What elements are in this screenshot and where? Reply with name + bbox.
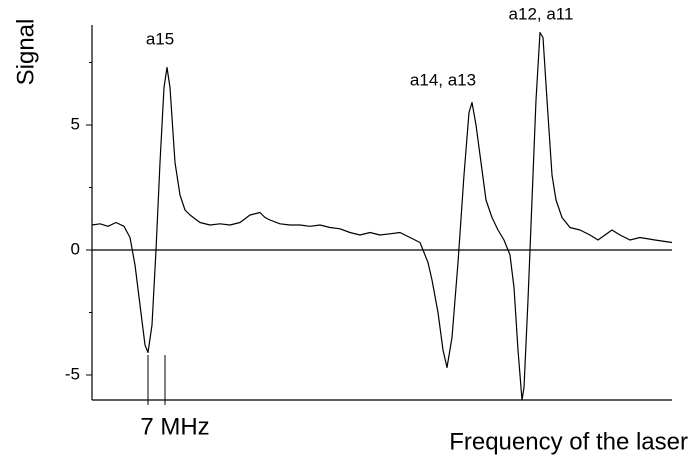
signal-line bbox=[91, 31, 673, 401]
y-tick-label: 5 bbox=[71, 114, 80, 133]
y-tick-label: -5 bbox=[65, 364, 80, 383]
y-axis-label: Signal bbox=[12, 19, 39, 86]
annotation: a14, a13 bbox=[410, 70, 476, 89]
scale-bar-label: 7 MHz bbox=[140, 413, 209, 440]
annotation: a12, a11 bbox=[509, 4, 574, 23]
y-tick-label: 0 bbox=[71, 239, 80, 258]
annotation: a15 bbox=[146, 29, 174, 48]
x-axis-label: Frequency of the laser bbox=[449, 428, 688, 455]
